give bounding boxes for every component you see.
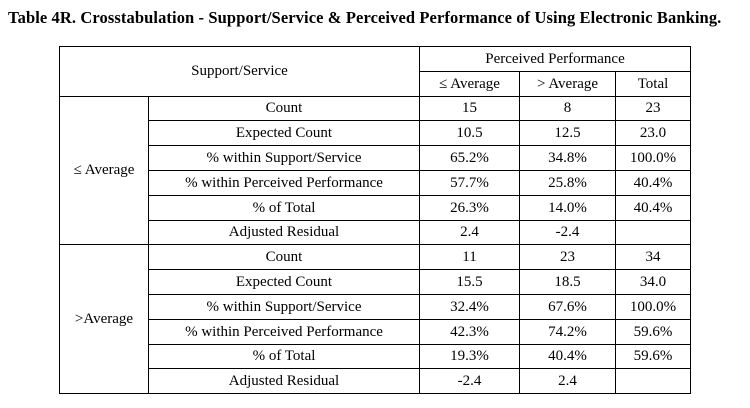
statistic-label: % within Perceived Performance bbox=[148, 169, 420, 196]
table-cell: 23 bbox=[519, 244, 616, 271]
column-header: Total bbox=[615, 70, 691, 97]
table-cell: 8 bbox=[519, 95, 616, 122]
table-cell: 34.8% bbox=[519, 145, 616, 171]
table-row: % within Perceived Performance 42.3% 74.2%… bbox=[60, 318, 691, 345]
table-cell: 32.4% bbox=[419, 293, 520, 320]
table-cell: 74.2% bbox=[519, 318, 616, 345]
column-header: > Average bbox=[519, 70, 616, 97]
table-cell: -2.4 bbox=[419, 368, 520, 395]
table-cell: 11 bbox=[419, 244, 520, 271]
statistic-label: Count bbox=[148, 244, 420, 271]
table-row: % within Support/Service 32.4% 67.6% 100.0% bbox=[60, 293, 691, 320]
table-cell: 40.4% bbox=[615, 194, 691, 221]
row-variable-header: Support/Service bbox=[59, 46, 420, 97]
table-row: % within Support/Service 65.2% 34.8% 100.0% bbox=[60, 145, 691, 171]
table-cell: 34 bbox=[615, 244, 691, 271]
table-cell: 2.4 bbox=[519, 368, 616, 395]
table-cell: 23 bbox=[615, 95, 691, 122]
table-row: Expected Count 10.5 12.5 23.0 bbox=[60, 120, 691, 147]
table-row: >Average Count 11 23 34 bbox=[59, 244, 691, 395]
table-row: % of Total 19.3% 40.4% 59.6% bbox=[60, 343, 691, 370]
table-cell: 65.2% bbox=[419, 145, 520, 171]
crosstab-table: Support/Service Perceived Performance ≤ … bbox=[59, 46, 691, 395]
table-cell bbox=[615, 219, 691, 246]
statistic-label: Expected Count bbox=[148, 269, 420, 295]
row-group-label: >Average bbox=[59, 244, 149, 395]
table-cell: 40.4% bbox=[519, 343, 616, 370]
table-cell: 2.4 bbox=[419, 219, 520, 246]
header-row-group: Support/Service Perceived Performance bbox=[59, 46, 691, 97]
table-cell: 15.5 bbox=[419, 269, 520, 295]
column-header: ≤ Average bbox=[419, 70, 520, 97]
table-cell: 26.3% bbox=[419, 194, 520, 221]
table-row: ≤ Average Count 15 8 23 bbox=[59, 95, 691, 246]
statistic-label: % within Support/Service bbox=[148, 293, 420, 320]
table-cell: 23.0 bbox=[615, 120, 691, 147]
table-cell: 34.0 bbox=[615, 269, 691, 295]
table-cell: 12.5 bbox=[519, 120, 616, 147]
table-cell: 100.0% bbox=[615, 145, 691, 171]
statistic-label: Count bbox=[148, 95, 420, 122]
column-variable-header: Perceived Performance bbox=[419, 46, 691, 72]
table-caption: Table 4R. Crosstabulation - Support/Serv… bbox=[8, 8, 722, 27]
statistic-label: % of Total bbox=[148, 343, 420, 370]
statistic-label: % within Perceived Performance bbox=[148, 318, 420, 345]
table-row: Adjusted Residual -2.4 2.4 bbox=[60, 368, 691, 395]
statistic-label: % within Support/Service bbox=[148, 145, 420, 171]
table-cell: 25.8% bbox=[519, 169, 616, 196]
table-cell: 59.6% bbox=[615, 318, 691, 345]
row-group-label: ≤ Average bbox=[59, 95, 149, 246]
statistic-label: Adjusted Residual bbox=[148, 368, 420, 395]
table-row: Adjusted Residual 2.4 -2.4 bbox=[60, 219, 691, 246]
statistic-label: % of Total bbox=[148, 194, 420, 221]
table-cell: 10.5 bbox=[419, 120, 520, 147]
table-cell: 19.3% bbox=[419, 343, 520, 370]
table-cell: 18.5 bbox=[519, 269, 616, 295]
table-cell: 100.0% bbox=[615, 293, 691, 320]
table-cell bbox=[615, 368, 691, 395]
table-cell: -2.4 bbox=[519, 219, 616, 246]
table-cell: 57.7% bbox=[419, 169, 520, 196]
table-cell: 15 bbox=[419, 95, 520, 122]
table-cell: 14.0% bbox=[519, 194, 616, 221]
statistic-label: Adjusted Residual bbox=[148, 219, 420, 246]
table-row: Expected Count 15.5 18.5 34.0 bbox=[60, 269, 691, 295]
table-cell: 67.6% bbox=[519, 293, 616, 320]
header-row-columns: ≤ Average > Average Total bbox=[60, 70, 691, 97]
table-row: % within Perceived Performance 57.7% 25.8%… bbox=[60, 169, 691, 196]
table-row: % of Total 26.3% 14.0% 40.4% bbox=[60, 194, 691, 221]
crosstab-body: Support/Service Perceived Performance ≤ … bbox=[59, 46, 691, 395]
statistic-label: Expected Count bbox=[148, 120, 420, 147]
table-cell: 42.3% bbox=[419, 318, 520, 345]
table-cell: 40.4% bbox=[615, 169, 691, 196]
table-cell: 59.6% bbox=[615, 343, 691, 370]
